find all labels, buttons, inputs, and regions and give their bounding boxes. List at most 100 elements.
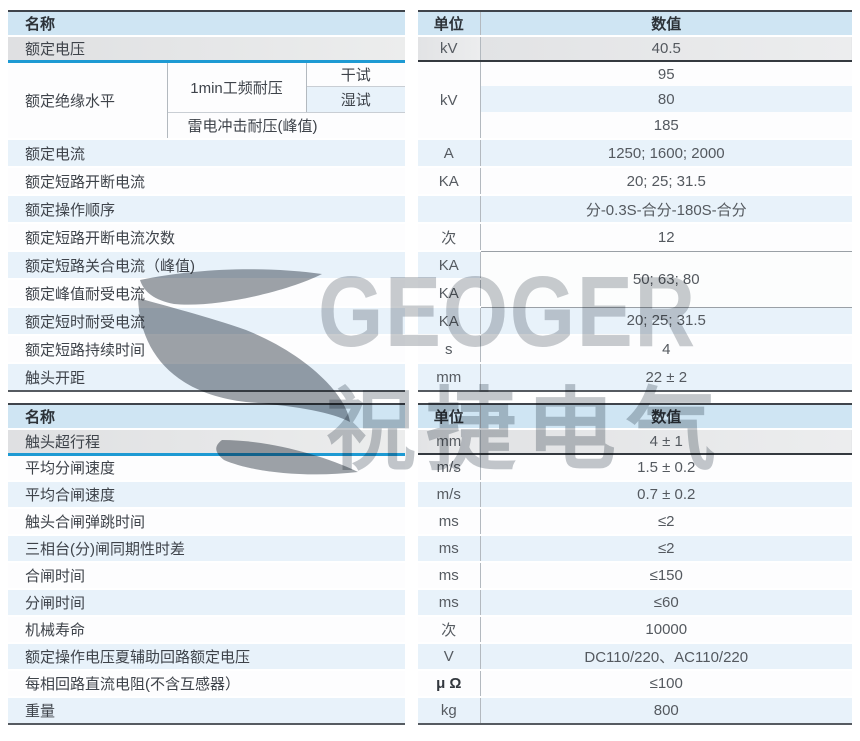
param-name-cell: 每相回路直流电阻(不含互感器） bbox=[8, 670, 405, 698]
value-cell: ≤60 bbox=[479, 589, 852, 617]
header-row: 名称 单位 数值 bbox=[8, 10, 852, 37]
table-row-insulation-wet: 湿试 80 bbox=[8, 86, 852, 113]
param-name-cell: 额定短路开断电流 bbox=[8, 167, 405, 196]
rated-parameters-table: 名称 单位 数值 额定电压 kV 40.5 额定绝缘水平 1min工频耐压 干试… bbox=[8, 10, 852, 392]
unit-cell: KA bbox=[418, 167, 480, 196]
param-name-cell: 三相台(分)闸同期性时差 bbox=[8, 535, 405, 563]
value-cell: 4 ± 1 bbox=[479, 429, 852, 455]
param-name-cell: 额定操作顺序 bbox=[8, 195, 405, 224]
column-header-value: 数值 bbox=[479, 10, 852, 37]
unit-cell: kV bbox=[418, 61, 480, 140]
column-gap bbox=[405, 589, 418, 616]
unit-cell: KA bbox=[418, 251, 480, 280]
unit-cell: m/s bbox=[418, 454, 480, 482]
column-header-unit: 单位 bbox=[418, 403, 480, 430]
column-gap bbox=[405, 335, 418, 363]
column-gap bbox=[405, 36, 418, 61]
column-gap bbox=[405, 251, 418, 279]
unit-cell: A bbox=[418, 139, 480, 168]
table-row: 触头合闸弹跳时间 ms ≤2 bbox=[8, 508, 852, 536]
table-row: 触头开距 mm 22 ± 2 bbox=[8, 363, 852, 392]
value-cell: 分-0.3S-合分-180S-合分 bbox=[479, 195, 852, 224]
table-row-rated-voltage: 额定电压 kV 40.5 bbox=[8, 36, 852, 63]
table-row-insulation-lightning: 雷电冲击耐压(峰值) 185 bbox=[8, 112, 852, 140]
value-cell: 1.5 ± 0.2 bbox=[479, 454, 852, 482]
value-cell: 40.5 bbox=[479, 36, 852, 62]
param-name-cell: 分闸时间 bbox=[8, 589, 405, 617]
unit-cell: s bbox=[418, 335, 480, 364]
column-gap bbox=[405, 508, 418, 535]
column-gap bbox=[405, 643, 418, 670]
dry-test-cell: 干试 bbox=[306, 61, 405, 87]
column-gap bbox=[405, 454, 418, 481]
unit-cell: KA bbox=[418, 307, 480, 336]
value-cell: 1250; 1600; 2000 bbox=[479, 139, 852, 168]
param-name-cell: 平均合闸速度 bbox=[8, 481, 405, 509]
column-gap bbox=[405, 670, 418, 697]
column-gap bbox=[405, 223, 418, 251]
column-header-value: 数值 bbox=[479, 403, 852, 430]
value-cell: 800 bbox=[479, 697, 852, 725]
value-cell: 10000 bbox=[479, 616, 852, 644]
unit-cell: μ Ω bbox=[418, 670, 480, 698]
unit-cell: V bbox=[418, 643, 480, 671]
column-header-name: 名称 bbox=[8, 10, 405, 37]
value-cell: 22 ± 2 bbox=[479, 363, 852, 392]
mechanical-parameters-table: 名称 单位 数值 触头超行程 mm 4 ± 1 平均分闸速度 m/s 1.5 ±… bbox=[8, 403, 852, 725]
column-gap bbox=[405, 535, 418, 562]
wet-test-cell: 湿试 bbox=[306, 86, 405, 113]
table-row: 额定短路关合电流（峰值) KA 50; 63; 80 bbox=[8, 251, 852, 308]
column-gap bbox=[405, 481, 418, 508]
table-row: 平均合闸速度 m/s 0.7 ± 0.2 bbox=[8, 481, 852, 509]
column-gap bbox=[405, 279, 418, 307]
unit-cell: ms bbox=[418, 562, 480, 590]
unit-cell: m/s bbox=[418, 481, 480, 509]
param-name-cell: 机械寿命 bbox=[8, 616, 405, 644]
unit-cell bbox=[418, 195, 480, 224]
value-cell: 4 bbox=[479, 335, 852, 364]
unit-cell: ms bbox=[418, 508, 480, 536]
value-cell: ≤2 bbox=[479, 508, 852, 536]
value-cell: 80 bbox=[479, 86, 852, 112]
value-cell: 20; 25; 31.5 bbox=[479, 307, 852, 336]
column-gap bbox=[405, 11, 418, 36]
header-row: 名称 单位 数值 bbox=[8, 403, 852, 430]
table-row: 每相回路直流电阻(不含互感器） μ Ω ≤100 bbox=[8, 670, 852, 698]
unit-cell: mm bbox=[418, 429, 480, 455]
value-cell: 12 bbox=[479, 223, 852, 252]
table-row: 额定操作顺序 分-0.3S-合分-180S-合分 bbox=[8, 195, 852, 224]
param-name-cell: 额定短时耐受电流 bbox=[8, 307, 405, 336]
table-row-contact-overtravel: 触头超行程 mm 4 ± 1 bbox=[8, 429, 852, 456]
param-name-cell: 额定短路关合电流（峰值) bbox=[8, 251, 405, 280]
param-name-cell: 平均分闸速度 bbox=[8, 454, 405, 482]
column-gap bbox=[405, 112, 418, 139]
value-cell: ≤100 bbox=[479, 670, 852, 698]
column-gap bbox=[405, 363, 418, 391]
table-row: 额定电流 A 1250; 1600; 2000 bbox=[8, 139, 852, 168]
column-gap bbox=[405, 562, 418, 589]
column-gap bbox=[405, 61, 418, 86]
param-name-cell: 重量 bbox=[8, 697, 405, 725]
table-row-insulation-dry: 额定绝缘水平 1min工频耐压 干试 kV 95 bbox=[8, 61, 852, 140]
param-name-cell: 触头合闸弹跳时间 bbox=[8, 508, 405, 536]
value-cell: DC110/220、AC110/220 bbox=[479, 643, 852, 671]
table-row: 额定短路开断电流 KA 20; 25; 31.5 bbox=[8, 167, 852, 196]
column-header-name: 名称 bbox=[8, 403, 405, 430]
unit-cell: ms bbox=[418, 535, 480, 563]
param-name-cell: 额定绝缘水平 bbox=[8, 61, 168, 140]
table-row: 额定短路开断电流次数 次 12 bbox=[8, 223, 852, 252]
unit-cell: kV bbox=[418, 36, 480, 62]
column-gap bbox=[405, 307, 418, 335]
param-name-cell: 额定短路开断电流次数 bbox=[8, 223, 405, 252]
param-name-cell: 触头开距 bbox=[8, 363, 405, 392]
param-name-cell: 额定峰值耐受电流 bbox=[8, 279, 405, 308]
column-gap bbox=[405, 404, 418, 429]
table-row: 额定短时耐受电流 KA 20; 25; 31.5 bbox=[8, 307, 852, 336]
lightning-impulse-cell: 雷电冲击耐压(峰值) bbox=[167, 112, 405, 140]
param-name-cell: 触头超行程 bbox=[8, 429, 405, 456]
value-cell: 185 bbox=[479, 112, 852, 140]
table-row: 合闸时间 ms ≤150 bbox=[8, 562, 852, 590]
table-row: 额定短路持续时间 s 4 bbox=[8, 335, 852, 364]
unit-cell: kg bbox=[418, 697, 480, 725]
column-header-unit: 单位 bbox=[418, 10, 480, 37]
